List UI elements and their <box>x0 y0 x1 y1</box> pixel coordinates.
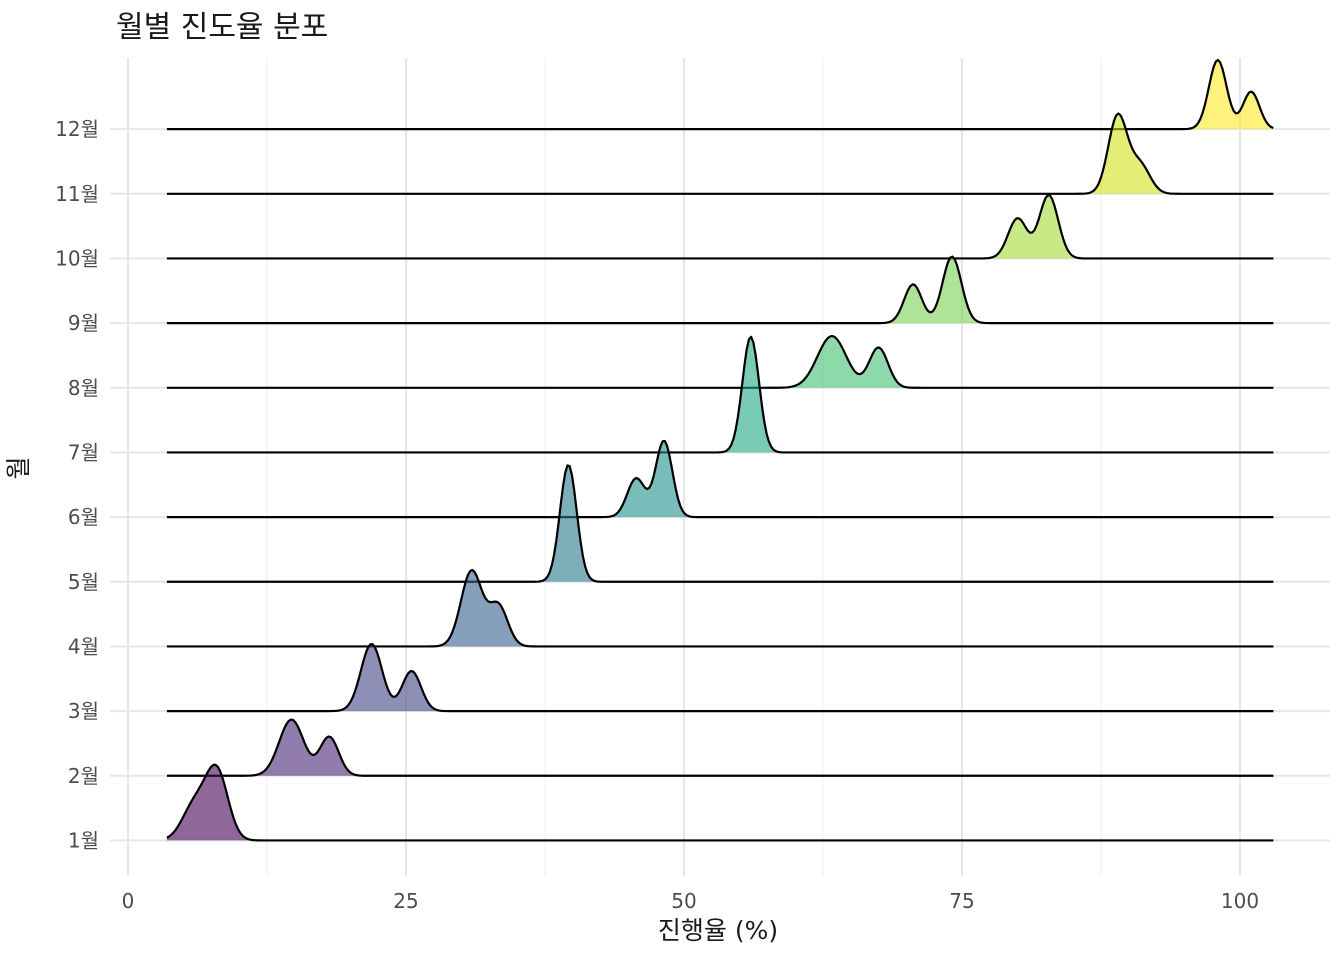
y-tick-label: 4월 <box>68 634 99 658</box>
ridge-fill-9 <box>166 256 1274 324</box>
ridge-fill-7 <box>166 336 1274 453</box>
x-tick-label: 50 <box>671 889 696 913</box>
y-tick-label: 10월 <box>55 246 99 270</box>
ridge-fill-5 <box>166 465 1274 582</box>
x-axis-label: 진행율 (%) <box>658 916 778 945</box>
y-tick-label: 7월 <box>68 440 99 464</box>
y-axis-ticks: 1월 2월 3월 4월 5월 6월 7월 8월 9월 10월 11월 12월 <box>55 117 99 852</box>
y-tick-label: 12월 <box>55 117 99 141</box>
ridge-line-11 <box>166 112 1274 195</box>
y-tick-label: 3월 <box>68 699 99 723</box>
ridge-line-10 <box>166 194 1274 260</box>
x-tick-label: 0 <box>122 889 135 913</box>
ridge-line-1 <box>166 763 1274 842</box>
ridge-line-7 <box>166 335 1274 454</box>
ridges <box>166 58 1274 842</box>
y-tick-label: 8월 <box>68 376 99 400</box>
y-tick-label: 5월 <box>68 570 99 594</box>
y-tick-label: 1월 <box>68 828 99 852</box>
ridge-line-8 <box>166 335 1274 389</box>
x-tick-label: 75 <box>949 889 974 913</box>
y-axis-label: 월 <box>4 456 33 479</box>
ridge-line-5 <box>166 464 1274 583</box>
y-tick-label: 2월 <box>68 764 99 788</box>
ridge-fill-12 <box>166 59 1274 130</box>
ridge-line-3 <box>166 643 1274 713</box>
y-tick-label: 11월 <box>55 182 99 206</box>
x-tick-label: 25 <box>393 889 418 913</box>
ridge-fill-8 <box>166 336 1274 388</box>
ridge-fill-2 <box>166 719 1274 776</box>
ridge-line-12 <box>166 58 1274 131</box>
ridge-line-4 <box>166 568 1274 648</box>
ridge-line-2 <box>166 718 1274 777</box>
ridge-line-6 <box>166 439 1274 519</box>
y-tick-label: 9월 <box>68 311 99 335</box>
ridge-fill-10 <box>166 195 1274 259</box>
chart-title: 월별 진도율 분포 <box>116 10 328 45</box>
ridge-line-9 <box>166 255 1274 325</box>
ridge-fill-3 <box>166 644 1274 712</box>
x-axis-ticks: 0 25 50 75 100 <box>122 889 1259 913</box>
y-tick-label: 6월 <box>68 505 99 529</box>
x-tick-label: 100 <box>1221 889 1259 913</box>
